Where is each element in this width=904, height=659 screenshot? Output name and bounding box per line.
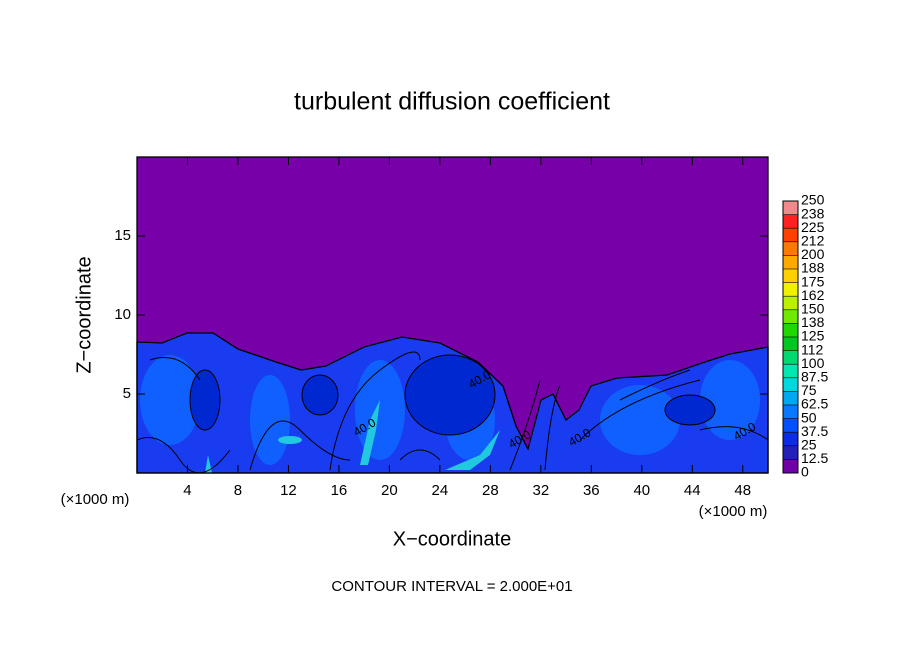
- colorbar-segment: [783, 350, 798, 365]
- x-tick-label: 48: [734, 482, 751, 499]
- colorbar-label: 37.5: [801, 423, 828, 439]
- colorbar-label: 162: [801, 287, 825, 303]
- x-unit-right: (×1000 m): [699, 503, 768, 520]
- x-tick-label: 4: [183, 482, 191, 499]
- colorbar-segment: [783, 309, 798, 324]
- x-tick-label: 16: [331, 482, 348, 499]
- colorbar-label: 250: [801, 192, 825, 208]
- colorbar-segment: [783, 391, 798, 405]
- colorbar-label: 212: [801, 233, 825, 249]
- colorbar-label: 0: [801, 464, 809, 480]
- colorbar-segment: [783, 418, 798, 433]
- colorbar-segment: [783, 296, 798, 310]
- colorbar-label: 75: [801, 382, 817, 398]
- colorbar-segment: [783, 445, 798, 460]
- x-tick-label: 36: [583, 482, 600, 499]
- field-streaks: [205, 400, 500, 473]
- x-tick-label: 28: [482, 482, 499, 499]
- colorbar-segment: [783, 405, 798, 419]
- chart-title: turbulent diffusion coefficient: [294, 88, 610, 116]
- x-tick-label: 44: [684, 482, 701, 499]
- colorbar-segment: [783, 241, 798, 256]
- colorbar-label: 112: [801, 341, 824, 357]
- y-axis-title: Z−coordinate: [73, 256, 95, 373]
- y-tick-label: 5: [123, 385, 131, 402]
- x-tick-label: 8: [234, 482, 242, 499]
- colorbar-label: 125: [801, 328, 825, 344]
- colorbar-label: 138: [801, 314, 825, 330]
- colorbar-segment: [783, 269, 798, 283]
- colorbar-segment: [783, 201, 798, 215]
- colorbar-label: 238: [801, 205, 825, 221]
- footer: CONTOUR INTERVAL = 2.000E+01: [331, 578, 572, 595]
- x-tick-label: 24: [432, 482, 449, 499]
- colorbar-segment: [783, 432, 798, 446]
- colorbar-label: 25: [801, 437, 817, 453]
- colorbar-segment: [783, 377, 798, 392]
- colorbar-label: 62.5: [801, 396, 828, 412]
- colorbar-segment: [783, 214, 798, 229]
- x-tick-label: 12: [280, 482, 297, 499]
- colorbar-segment: [783, 323, 798, 337]
- x-unit-left: (×1000 m): [61, 491, 130, 508]
- colorbar-label: 150: [801, 301, 825, 317]
- colorbar-segment: [783, 459, 798, 473]
- x-tick-label: 20: [381, 482, 398, 499]
- field-contours: [136, 351, 769, 474]
- colorbar-segment: [783, 364, 798, 378]
- colorbar-segment: [783, 282, 798, 297]
- colorbar-label: 87.5: [801, 369, 828, 385]
- colorbar-label: 12.5: [801, 450, 828, 466]
- y-tick-label: 10: [114, 306, 131, 323]
- colorbar-label: 200: [801, 246, 825, 262]
- colorbar-label: 175: [801, 273, 825, 289]
- x-tick-label: 32: [532, 482, 549, 499]
- field: [136, 157, 769, 474]
- y-tick-label: 15: [114, 227, 131, 244]
- colorbar-segment: [783, 337, 798, 351]
- field-cores: [189, 354, 716, 436]
- colorbar-label: 50: [801, 409, 817, 425]
- colorbar-segment: [783, 255, 798, 269]
- x-tick-label: 40: [633, 482, 650, 499]
- colorbar-label: 225: [801, 219, 825, 235]
- x-axis-title: X−coordinate: [393, 528, 511, 550]
- colorbar-label: 100: [801, 355, 825, 371]
- colorbar-label: 188: [801, 260, 825, 276]
- colorbar-segment: [783, 228, 798, 242]
